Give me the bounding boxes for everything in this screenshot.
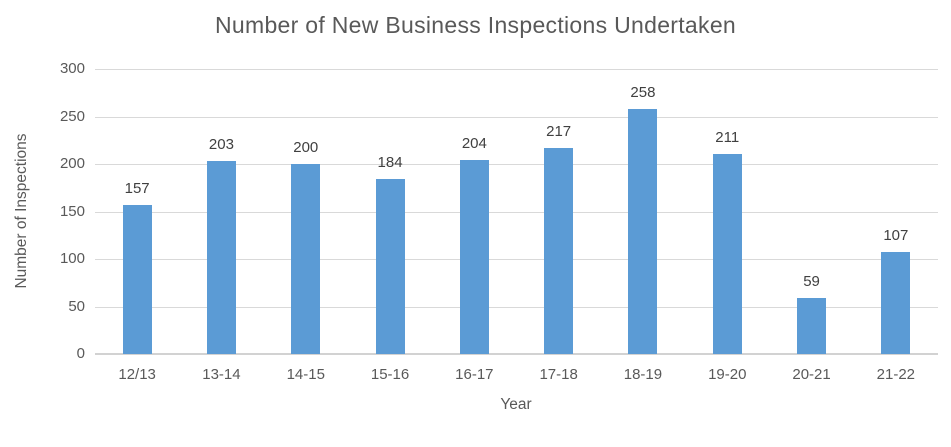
bar-value-label: 59 (803, 272, 820, 290)
bar-value-label: 107 (883, 227, 909, 245)
gridline (95, 306, 938, 308)
gridline (95, 69, 938, 70)
x-tick-label: 17-18 (539, 366, 578, 383)
x-tick-label: 13-14 (202, 366, 241, 383)
bar (712, 153, 742, 354)
y-tick-label: 150 (59, 202, 85, 220)
bar-value-label: 157 (124, 179, 150, 197)
x-axis-title: Year (500, 396, 532, 413)
y-tick-label: 0 (76, 345, 85, 362)
x-axis-line (95, 353, 938, 355)
x-tick-label: 18-19 (623, 366, 663, 383)
x-tick-label: 15-16 (370, 366, 410, 383)
gridline (95, 259, 938, 260)
x-tick-label: 21-22 (876, 366, 916, 383)
bar-value-label: 184 (377, 154, 403, 172)
bar-value-label: 258 (630, 83, 656, 101)
gridline (95, 116, 938, 118)
gridline (95, 211, 938, 213)
x-tick-label: 16-17 (455, 366, 494, 383)
bar-value-label: 211 (715, 128, 740, 146)
bar (797, 297, 827, 354)
x-tick-label: 20-21 (792, 366, 831, 383)
bar-value-label: 200 (293, 139, 319, 156)
bar (628, 108, 658, 354)
y-tick-label: 100 (59, 250, 85, 267)
bar (544, 147, 574, 354)
y-axis-title: Number of Inspections (13, 133, 30, 289)
bar (122, 204, 152, 354)
y-tick-label: 50 (68, 297, 85, 315)
y-tick-label: 200 (59, 155, 85, 172)
bar-value-label: 203 (208, 136, 234, 154)
bar (291, 164, 321, 354)
bar (459, 160, 489, 354)
y-tick-label: 250 (59, 107, 85, 125)
chart-title: Number of New Business Inspections Under… (214, 12, 737, 38)
bar (881, 252, 911, 354)
gridline (95, 164, 938, 165)
bar (375, 179, 405, 354)
x-tick-label: 12/13 (118, 366, 156, 383)
x-tick-label: 19-20 (708, 366, 747, 383)
bar-value-label: 204 (461, 135, 487, 153)
y-tick-label: 300 (59, 60, 85, 77)
bar-value-label: 217 (546, 122, 572, 140)
x-tick-label: 14-15 (286, 366, 325, 383)
bar (206, 161, 236, 354)
